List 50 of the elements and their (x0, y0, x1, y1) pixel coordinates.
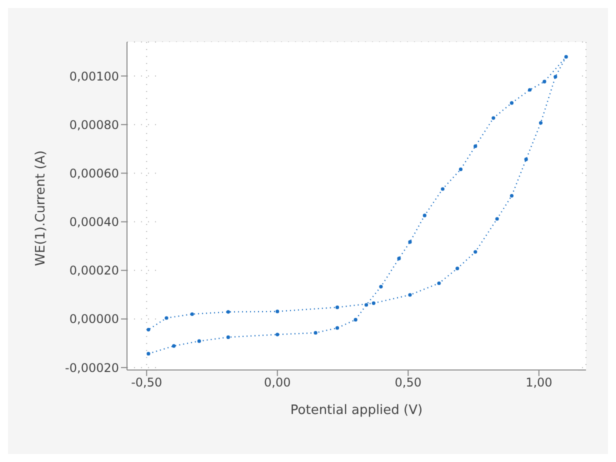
point (372, 301, 376, 305)
y-tick-label: 0,00080 (69, 118, 119, 132)
point (422, 214, 426, 218)
point (510, 194, 514, 198)
point (276, 332, 280, 336)
point (276, 310, 280, 314)
x-tick-label: 1,00 (526, 376, 552, 390)
point (474, 250, 478, 254)
point (335, 326, 340, 330)
point (538, 121, 543, 125)
y-tick-label: 0,00020 (69, 264, 119, 278)
point (554, 74, 558, 79)
point (379, 284, 383, 288)
point (492, 116, 496, 120)
x-tick-label: 0,00 (264, 376, 291, 390)
point (354, 318, 358, 322)
point (314, 331, 318, 335)
point (542, 80, 546, 84)
point (335, 306, 340, 310)
point (226, 310, 230, 314)
point (172, 344, 176, 348)
point (524, 158, 528, 162)
y-tick-label: 0,00000 (69, 312, 119, 326)
point (226, 335, 230, 339)
y-tick-label: -0,00020 (65, 360, 119, 375)
point (146, 328, 150, 332)
point (190, 312, 194, 316)
point (408, 293, 412, 297)
x-axis-title: Potential applied (V) (290, 403, 423, 418)
point (364, 303, 368, 307)
point (197, 339, 201, 343)
point (510, 101, 514, 105)
point (397, 256, 401, 260)
y-tick-label: 0,00100 (69, 69, 119, 84)
point (146, 352, 150, 356)
x-tick-label: 0,50 (394, 376, 422, 390)
y-tick-label: 0,00040 (69, 215, 119, 230)
point (528, 88, 532, 92)
point (456, 266, 460, 270)
point (440, 187, 444, 191)
point (458, 168, 463, 172)
point (437, 281, 441, 286)
x-tick-label: -0,50 (131, 376, 162, 390)
point (408, 240, 412, 244)
point (164, 316, 168, 320)
point (474, 144, 478, 148)
point (495, 217, 499, 221)
y-axis-title: WE(1).Current (A) (34, 150, 49, 266)
y-tick-label: 0,00060 (69, 166, 119, 180)
point (564, 55, 568, 59)
